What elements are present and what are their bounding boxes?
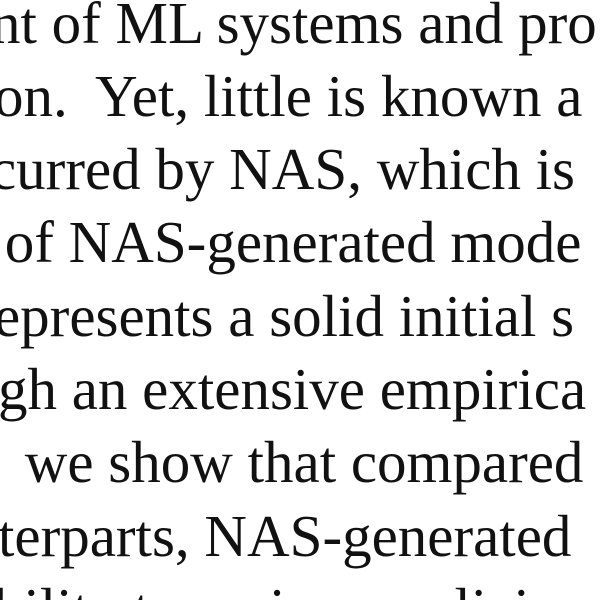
text-line: terparts, NAS-generated [0, 503, 572, 569]
text-line: bility to various malicious [0, 580, 600, 600]
text-line: curred by NAS, which is [0, 136, 575, 202]
text-line: of NAS-generated mode [0, 209, 582, 275]
text-line: gh an extensive empirica [0, 356, 587, 422]
text-line: we show that compared [10, 429, 584, 495]
text-line: nt of ML systems and pro [0, 0, 597, 56]
text-line: on. Yet, little is known a [0, 63, 583, 129]
text-line: epresents a solid initial s [0, 283, 575, 349]
